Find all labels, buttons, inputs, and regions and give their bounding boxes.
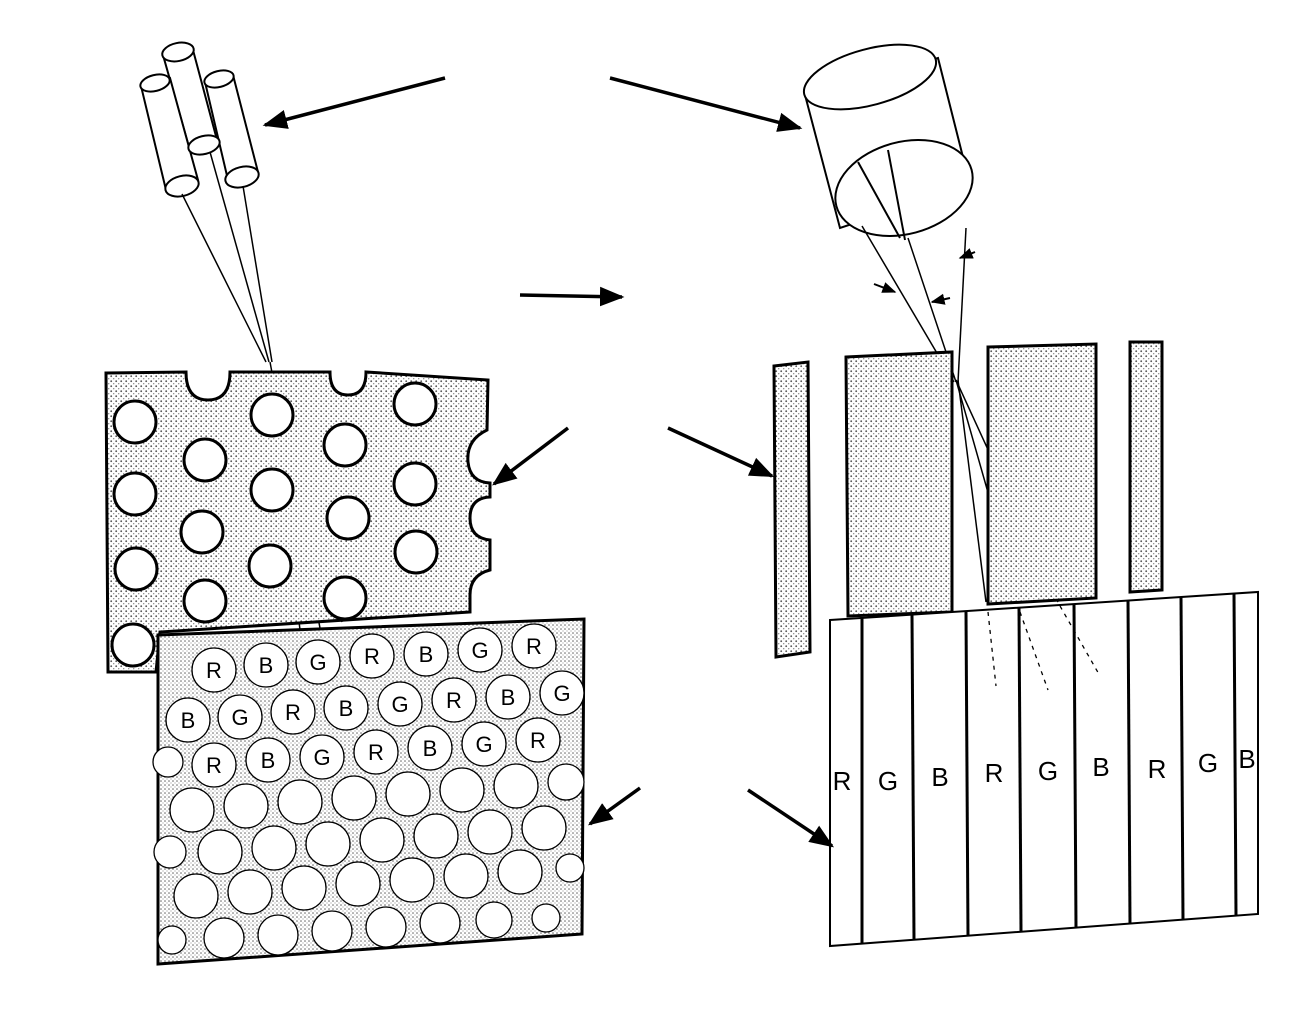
stripe-label: B — [931, 762, 948, 792]
dot-label: B — [339, 696, 354, 721]
mask-apertures — [110, 381, 439, 668]
phosphor-dot-labels: R B G R B G R B G R B G R B G R B G R B … — [181, 634, 571, 778]
dot-label: R — [206, 658, 222, 683]
leader-arrows — [262, 76, 835, 848]
dot-label: G — [553, 681, 570, 706]
arrow-to-slot-mask — [667, 426, 775, 478]
stripe-label: R — [1148, 754, 1167, 784]
dot-label: R — [530, 728, 546, 753]
dot-label: R — [206, 753, 222, 778]
stripe-labels: R G B R G B R G B — [833, 744, 1256, 796]
stripe-label: G — [878, 766, 898, 796]
stripe-label: G — [1198, 748, 1218, 778]
dot-label: R — [446, 688, 462, 713]
dot-label: G — [309, 650, 326, 675]
dot-label: B — [419, 642, 434, 667]
phosphor-dots — [152, 623, 585, 959]
arrow-to-dot-mask — [492, 426, 570, 486]
stripe-label: R — [833, 766, 852, 796]
dot-label: G — [231, 705, 248, 730]
dot-label: R — [368, 740, 384, 765]
arrow-center — [519, 286, 625, 307]
arrow-to-delta-guns — [262, 76, 446, 129]
arrow-to-dot-screen — [588, 786, 642, 826]
dot-shadow-mask — [104, 370, 492, 674]
stripe-label: G — [1038, 756, 1058, 786]
dot-label: G — [313, 745, 330, 770]
dot-label: B — [423, 736, 438, 761]
dot-label: B — [501, 685, 516, 710]
dot-label: G — [475, 732, 492, 757]
dot-label: G — [391, 692, 408, 717]
delta-gun-assembly — [139, 41, 260, 198]
dot-label: R — [285, 700, 301, 725]
phosphor-dot-screen: R B G R B G R B G R B G R B G R B G R B … — [152, 617, 586, 966]
arrow-to-in-line-gun — [609, 76, 803, 132]
in-line-gun — [802, 43, 974, 241]
dot-label: R — [526, 634, 542, 659]
stripe-label: B — [1238, 744, 1255, 774]
dot-label: G — [471, 638, 488, 663]
dot-label: B — [181, 708, 196, 733]
convergence-arrows — [873, 248, 976, 305]
dot-label: R — [364, 644, 380, 669]
dot-label: B — [261, 748, 276, 773]
stripe-label: R — [985, 758, 1004, 788]
stripe-landing-traces — [987, 605, 1101, 691]
stripe-label: B — [1092, 752, 1109, 782]
dot-label: B — [259, 653, 274, 678]
arrow-to-stripe-screen — [747, 788, 835, 848]
